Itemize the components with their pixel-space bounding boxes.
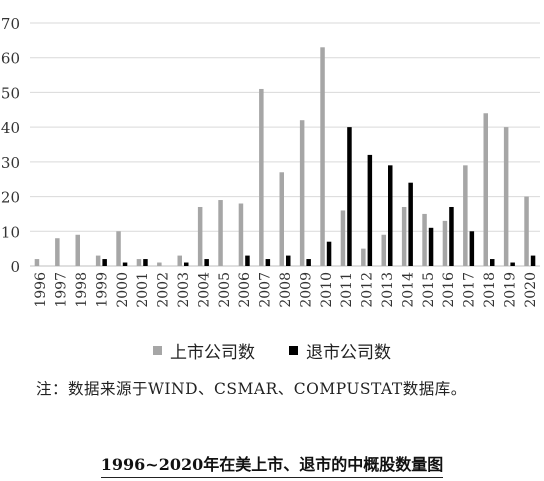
bars [34,47,536,267]
x-tick-label: 2004 [196,272,212,308]
grid-lines [30,22,540,267]
bar-listed [136,259,142,266]
x-tick-label: 2001 [135,272,151,308]
bar-delisted [530,255,536,266]
bar-listed [95,255,101,266]
x-tick-label: 2011 [339,272,355,308]
bar-delisted [102,259,107,266]
x-tick-label: 2006 [237,272,253,308]
x-tick-label: 2014 [400,272,416,308]
legend-swatch-listed [153,346,162,355]
legend-label-delisted: 退市公司数 [306,343,391,363]
bar-delisted [245,255,250,266]
y-tick-label: 40 [1,119,20,137]
bar-listed [177,255,182,266]
bar-listed [157,262,162,266]
x-tick-label: 1997 [54,272,70,308]
x-tick-label: 2010 [319,272,335,308]
x-tick-label: 2015 [421,272,437,308]
x-tick-label: 2003 [176,272,192,308]
x-tick-label: 2018 [482,272,498,308]
bar-delisted [143,259,148,266]
x-tick-label: 1996 [33,272,49,308]
x-axis-ticks: 1996 1997 1998 1999 2000 2001 2002 2003 2004 2005… [33,272,539,308]
bar-listed [361,248,366,266]
legend-label-listed: 上市公司数 [170,343,255,363]
bar-listed [320,47,325,266]
bar-listed [75,234,80,266]
x-tick-label: 2000 [115,272,131,308]
bar-listed [116,231,121,266]
source-note: 注：数据来源于WIND、CSMAR、COMPUSTAT数据库。 [36,380,467,398]
bar-listed [503,127,509,266]
bar-listed [340,210,346,266]
bar-listed [238,203,244,266]
bar-listed [197,206,203,266]
bar-listed [442,220,448,266]
bar-chart: 0 10 20 30 40 50 60 70 1996 1997 1998 1999 2000 2001… [1,15,540,308]
legend: 上市公司数 退市公司数 [0,338,544,363]
bar-delisted [184,262,189,266]
x-tick-label: 2009 [298,272,314,308]
y-tick-label: 20 [1,189,20,207]
y-tick-label: 30 [1,154,20,172]
bar-listed [279,172,284,266]
y-tick-label: 50 [1,84,20,102]
y-tick-label: 60 [1,50,20,68]
bar-listed [463,165,468,266]
bar-delisted [490,259,495,266]
y-tick-label: 70 [1,15,20,33]
x-tick-label: 2012 [360,272,376,308]
bar-delisted [367,154,373,266]
x-tick-label: 2002 [156,272,172,308]
bar-listed [299,120,305,266]
legend-swatch-delisted [289,346,298,355]
bar-listed [483,113,488,266]
x-tick-label: 2019 [502,272,518,308]
bar-delisted [286,255,291,266]
x-tick-label: 1999 [94,272,110,308]
figure-title-wrap: 1996~2020年在美上市、退市的中概股数量图 [0,451,544,478]
bar-listed [55,238,60,266]
bar-listed [401,206,407,266]
legend-item-delisted: 退市公司数 [289,338,391,363]
figure-title: 1996~2020年在美上市、退市的中概股数量图 [100,455,444,478]
x-tick-label: 2020 [523,272,539,308]
bar-delisted [408,182,413,266]
x-tick-label: 2016 [441,272,457,308]
bar-delisted [306,259,311,266]
x-tick-label: 2008 [278,272,294,308]
y-axis-ticks: 0 10 20 30 40 50 60 70 [1,15,20,276]
bar-listed [259,88,264,267]
bar-listed [34,259,40,266]
y-tick-label: 0 [10,258,20,276]
bar-delisted [428,227,434,266]
bar-delisted [326,241,332,266]
x-tick-label: 2013 [380,272,396,308]
x-tick-label: 1998 [74,272,90,308]
x-tick-label: 2017 [462,272,478,308]
bar-delisted [388,165,393,266]
bar-delisted [469,231,475,266]
bar-delisted [347,127,352,266]
bar-delisted [122,262,128,266]
x-tick-label: 2005 [217,272,233,308]
bar-listed [381,234,386,266]
bar-delisted [265,259,271,266]
bar-delisted [449,206,454,266]
bar-delisted [204,259,209,266]
y-tick-label: 10 [1,223,20,241]
bar-listed [422,213,427,266]
bar-listed [524,196,529,266]
legend-item-listed: 上市公司数 [153,338,255,363]
bar-delisted [510,262,515,266]
x-tick-label: 2007 [258,272,274,308]
bar-listed [218,200,223,266]
